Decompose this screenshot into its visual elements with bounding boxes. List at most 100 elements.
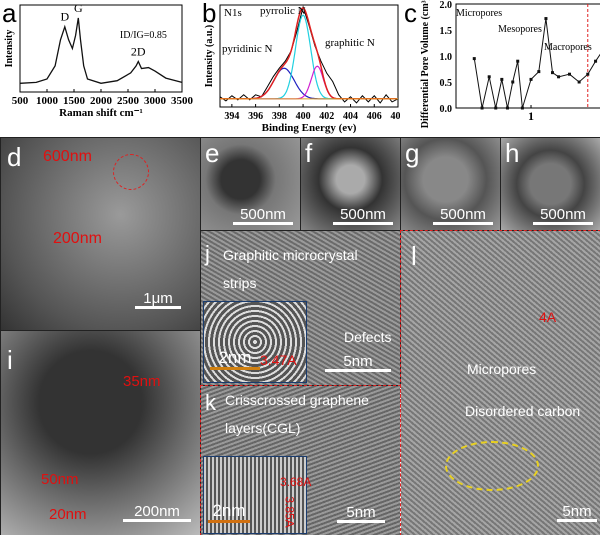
lattice-spacing-label: 3.47A [260, 352, 297, 368]
panel-label-f: f [305, 138, 313, 168]
panel-label-g: g [405, 138, 420, 168]
panel-label-j: j [205, 241, 210, 266]
inset-scale-bar: 2nm [210, 348, 260, 370]
x-tick-label: 394 [224, 111, 239, 122]
chart-raman: 500 1000 1500 2000 2500 3000 3500 Raman shift c… [4, 1, 194, 119]
scale-bar: 500nm [433, 206, 493, 225]
y-axis-label: Intensity (a.u.) [204, 25, 215, 88]
annotation-disordered-carbon: Disordered carbon [465, 403, 581, 419]
data-point [567, 72, 571, 76]
component-label: pyrrolic N [260, 5, 306, 17]
component-label: graphitic N [325, 37, 375, 49]
x-tick-label: 406 [367, 111, 382, 122]
scale-bar: 500nm [533, 206, 593, 225]
scale-bar: 1μm [135, 290, 181, 309]
lattice-spacing-label: 3.85A [282, 496, 297, 528]
x-tick-label: 408 [391, 111, 401, 122]
tem-image-g: g 500nm [400, 137, 501, 231]
data-point [557, 75, 561, 79]
disordered-region-ellipse [445, 441, 539, 491]
chart-xps: 394 396 398 400 402 404 406 408 Binding Energy (… [204, 4, 401, 134]
component-line [220, 65, 397, 100]
data-point [544, 17, 548, 21]
x-tick-label: 1000 [36, 95, 59, 107]
tem-image-f: f 500nm [300, 137, 401, 231]
annotation: Mesopores [498, 24, 542, 35]
panel-label-a: a [2, 0, 17, 28]
x-tick-label: 500 [12, 95, 29, 107]
data-point [472, 57, 476, 61]
inset-image: 3.47A 2nm [203, 301, 307, 383]
data-point [537, 70, 541, 74]
hrtem-image-l: l 4A Micropores Disordered carbon 5nm [400, 230, 600, 535]
thickness-label-35nm: 35nm [123, 373, 161, 390]
tem-image-h: h 500nm [500, 137, 600, 231]
sem-image-d: d 600nm 200nm 1μm [0, 137, 201, 331]
thickness-label-20nm: 20nm [49, 506, 87, 523]
hrtem-image-k: k Crisscrossed graphene layers(CGL) 3.68… [200, 385, 401, 535]
y-tick-label: 0.0 [440, 104, 453, 115]
size-label-200nm: 200nm [53, 230, 102, 247]
plot-frame [219, 4, 399, 108]
x-tick-label: 3500 [171, 95, 194, 107]
chart-title: N1s [224, 7, 242, 19]
annotation-crisscrossed: Crisscrossed graphene [225, 392, 369, 408]
y-axis-label: Intensity [4, 30, 15, 68]
component-label: pyridinic N [222, 43, 272, 55]
x-tick-label: 402 [319, 111, 334, 122]
scale-bar: 5nm [557, 503, 597, 522]
scale-bar: 5nm [337, 504, 385, 523]
y-tick-label: 1.0 [440, 52, 453, 63]
data-point [516, 59, 520, 63]
panel-label-d: d [7, 142, 22, 172]
annotation: G [74, 1, 83, 15]
panel-label-l: l [411, 241, 417, 271]
x-tick-label: 2000 [90, 95, 113, 107]
raman-spectrum-line [19, 17, 183, 84]
tem-image-i: i 35nm 50nm 20nm 200nm [0, 330, 201, 535]
x-tick-label: 1 [528, 109, 534, 123]
plot-frame [455, 3, 600, 109]
data-point [586, 72, 590, 76]
y-tick-label: 1.5 [440, 26, 453, 37]
x-axis-label: Raman shift cm⁻¹ [59, 107, 143, 119]
x-tick-label: 398 [272, 111, 287, 122]
plot-frame [19, 4, 183, 93]
inset-scale-bar: 2nm [208, 501, 250, 523]
scale-bar: 5nm [325, 353, 391, 372]
annotation: Macropores [544, 42, 592, 53]
scale-bar: 500nm [233, 206, 293, 225]
inset-image: 3.68A 3.85A 2nm [203, 456, 311, 534]
annotation-graphitic-strips: Graphitic microcrystal strips [223, 247, 358, 291]
annotation-defects: Defects [344, 329, 392, 345]
chart-pore: 110100Pore Diameter (nm)Differential Por… [420, 0, 600, 128]
x-tick-label: 2500 [117, 95, 140, 107]
y-axis-label: Differential Pore Volume (cm³g⁻¹) [420, 0, 431, 128]
panel-label-k: k [205, 390, 216, 415]
x-tick-label: 404 [343, 111, 358, 122]
component-line [220, 67, 397, 100]
hrtem-image-j: j Graphitic microcrystal strips Defects … [200, 230, 401, 386]
x-tick-label: 396 [248, 111, 263, 122]
panel-label-e: e [205, 138, 220, 168]
lattice-spacing-label: 4A [539, 309, 557, 325]
panel-label-b: b [202, 0, 217, 28]
annotation: D [60, 10, 69, 24]
annotation-micropores: Micropores [467, 361, 537, 377]
data-point [487, 75, 491, 79]
annotation: 2D [131, 44, 146, 58]
x-tick-label: 3000 [144, 95, 167, 107]
size-label-600nm: 600nm [43, 148, 92, 165]
lattice-spacing-label: 3.68A [280, 475, 312, 489]
tem-image-e: e 500nm [200, 137, 301, 231]
data-point [529, 77, 533, 81]
highlight-circle [113, 154, 149, 190]
data-point [577, 80, 581, 84]
scale-bar: 200nm [123, 503, 191, 522]
panel-label-i: i [7, 345, 13, 375]
data-point [505, 106, 509, 110]
scale-bar: 500nm [333, 206, 393, 225]
x-tick-label: 400 [296, 111, 311, 122]
data-point [594, 59, 598, 63]
data-point [500, 77, 504, 81]
